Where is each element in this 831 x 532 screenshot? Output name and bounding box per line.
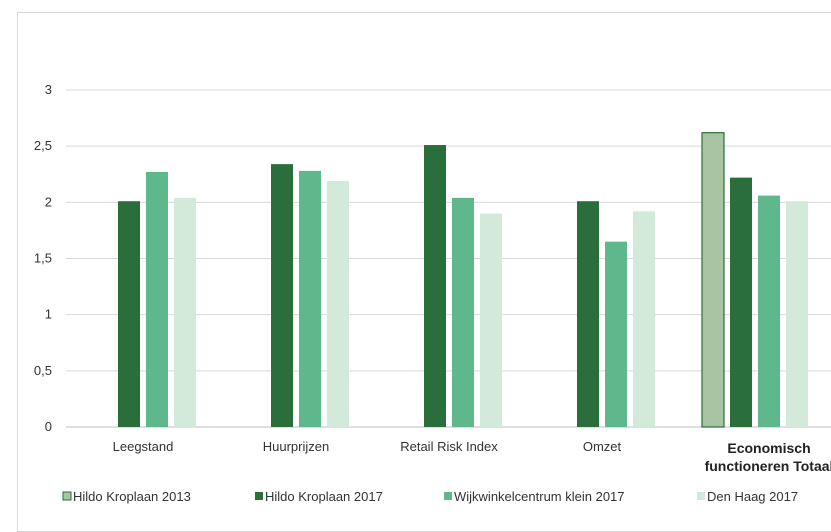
bar-1-5 (701, 132, 725, 428)
legend-item: Den Haag 2017 (697, 489, 798, 504)
y-tick-label: 2,5 (34, 138, 52, 153)
x-category-label-line2: functioneren Totaal (705, 458, 831, 474)
legend-item: Wijkwinkelcentrum klein 2017 (444, 489, 625, 504)
legend-item: Hildo Kroplaan 2017 (255, 489, 383, 504)
bar-3-4 (605, 241, 627, 427)
bar-3-3 (452, 197, 474, 427)
legend: Hildo Kroplaan 2013 Hildo Kroplaan 2017 Wi… (62, 489, 798, 504)
legend-label: Wijkwinkelcentrum klein 2017 (454, 489, 625, 504)
x-category-label: Retail Risk Index (400, 439, 498, 454)
bar-4-2 (327, 180, 349, 427)
bar-4-5 (786, 201, 808, 427)
bar-3-1 (146, 172, 168, 427)
y-tick-label: 1,5 (34, 251, 52, 266)
bar-2-1 (118, 201, 140, 427)
y-tick-label: 3 (45, 82, 52, 97)
bar-4-3 (480, 213, 502, 427)
bar-4-1 (174, 197, 196, 427)
legend-item: Hildo Kroplaan 2013 (62, 489, 191, 504)
legend-swatch (697, 492, 705, 500)
legend-label: Hildo Kroplaan 2013 (73, 489, 191, 504)
bars (118, 132, 808, 428)
bar-3-5 (758, 195, 780, 427)
x-category-label: Economisch (727, 440, 810, 456)
legend-swatch (62, 491, 72, 501)
legend-swatch (255, 492, 263, 500)
bar-2-5 (730, 177, 752, 427)
legend-swatch (444, 492, 452, 500)
y-tick-label: 1 (45, 307, 52, 322)
bar-3-2 (299, 170, 321, 427)
y-tick-label: 2 (45, 194, 52, 209)
bar-2-2 (271, 164, 293, 427)
x-axis-categories: Leegstand Huurprijzen Retail Risk Index Omz… (113, 439, 831, 474)
x-category-label: Omzet (583, 439, 622, 454)
y-axis-ticks: 0 0,5 1 1,5 2 2,5 3 (34, 82, 52, 434)
bar-2-3 (424, 145, 446, 427)
x-category-label: Huurprijzen (263, 439, 329, 454)
legend-label: Hildo Kroplaan 2017 (265, 489, 383, 504)
bar-chart: 0 0,5 1 1,5 2 2,5 3 Leegstand Huurprijzen Retail… (34, 82, 831, 504)
legend-label: Den Haag 2017 (707, 489, 798, 504)
y-tick-label: 0 (45, 419, 52, 434)
y-tick-label: 0,5 (34, 363, 52, 378)
bar-2-4 (577, 201, 599, 427)
bar-4-4 (633, 211, 655, 427)
x-category-label: Leegstand (113, 439, 174, 454)
